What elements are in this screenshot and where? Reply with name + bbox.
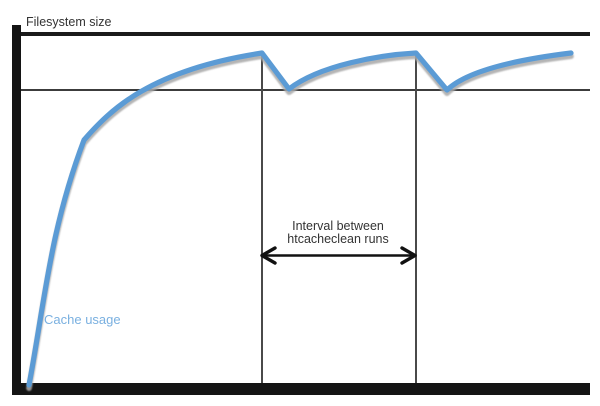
- svg-text:Cache usage: Cache usage: [44, 312, 121, 327]
- svg-text:Interval between: Interval between: [292, 219, 384, 233]
- svg-text:Filesystem size: Filesystem size: [26, 15, 111, 29]
- svg-text:htcacheclean runs: htcacheclean runs: [287, 232, 388, 246]
